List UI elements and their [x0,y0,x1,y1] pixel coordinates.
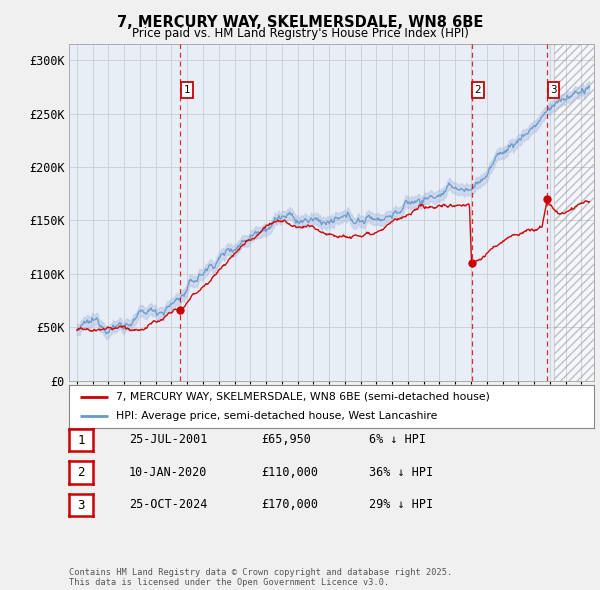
Text: Price paid vs. HM Land Registry's House Price Index (HPI): Price paid vs. HM Land Registry's House … [131,27,469,40]
Text: 6% ↓ HPI: 6% ↓ HPI [369,433,426,446]
Text: HPI: Average price, semi-detached house, West Lancashire: HPI: Average price, semi-detached house,… [116,411,437,421]
Text: 25-OCT-2024: 25-OCT-2024 [129,498,208,511]
Text: 1: 1 [77,434,85,447]
Text: 7, MERCURY WAY, SKELMERSDALE, WN8 6BE: 7, MERCURY WAY, SKELMERSDALE, WN8 6BE [117,15,483,30]
Text: 29% ↓ HPI: 29% ↓ HPI [369,498,433,511]
Text: 7, MERCURY WAY, SKELMERSDALE, WN8 6BE (semi-detached house): 7, MERCURY WAY, SKELMERSDALE, WN8 6BE (s… [116,392,490,402]
Text: £65,950: £65,950 [261,433,311,446]
Text: £170,000: £170,000 [261,498,318,511]
Text: 36% ↓ HPI: 36% ↓ HPI [369,466,433,478]
Text: 2: 2 [77,466,85,479]
Text: 3: 3 [77,499,85,512]
Text: £110,000: £110,000 [261,466,318,478]
Text: 1: 1 [184,85,190,95]
Text: 10-JAN-2020: 10-JAN-2020 [129,466,208,478]
Text: Contains HM Land Registry data © Crown copyright and database right 2025.
This d: Contains HM Land Registry data © Crown c… [69,568,452,587]
Text: 25-JUL-2001: 25-JUL-2001 [129,433,208,446]
Text: 2: 2 [475,85,481,95]
Text: 3: 3 [550,85,557,95]
